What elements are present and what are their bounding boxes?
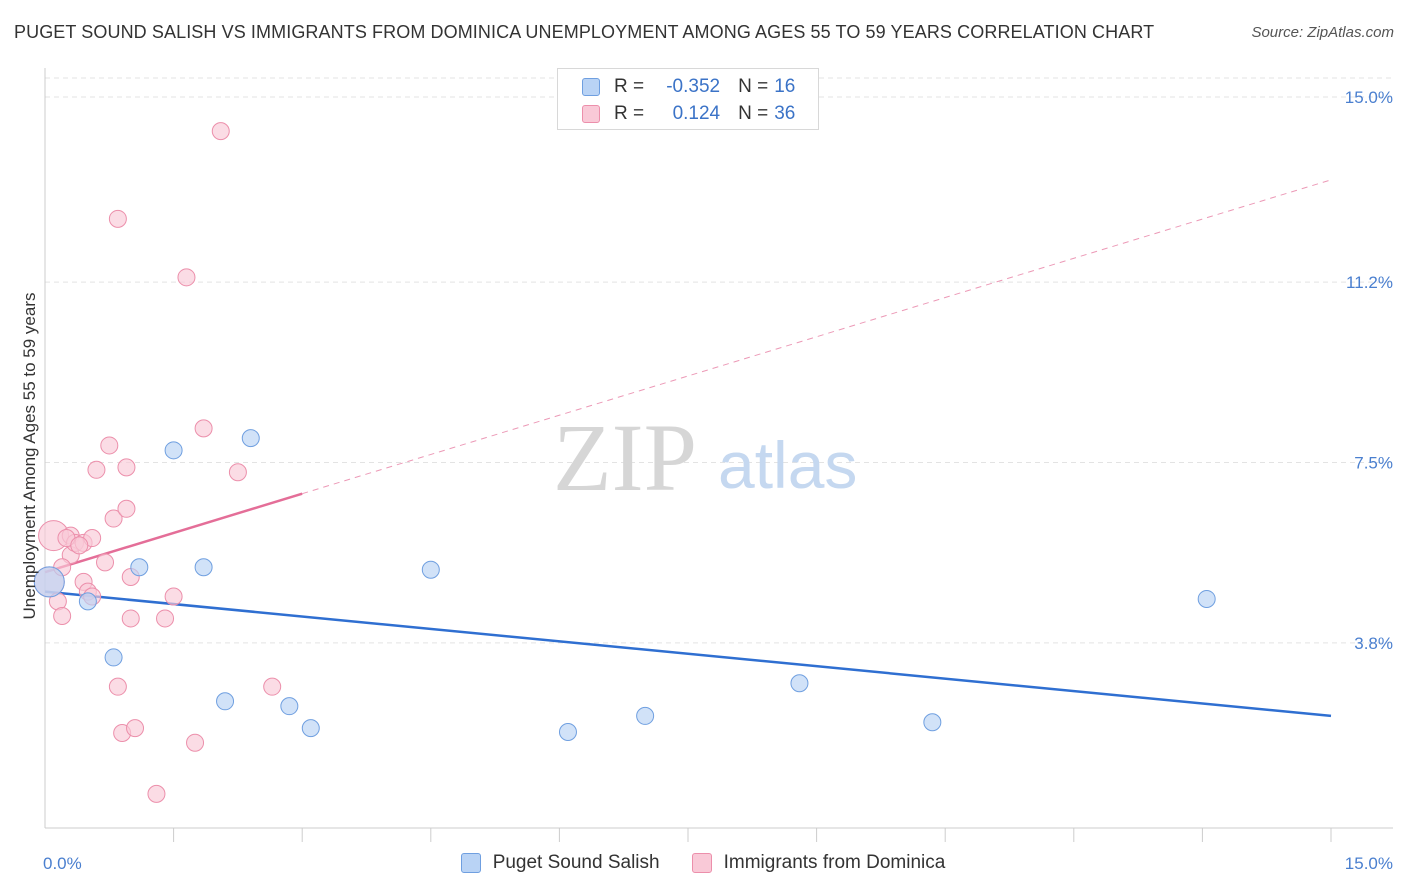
data-point-salish [421, 560, 440, 579]
data-point-salish [1197, 589, 1216, 608]
data-point-salish [923, 713, 942, 732]
legend-r-value-salish: -0.352 [666, 76, 721, 97]
series-legend-label-dominica: Immigrants from Dominica [723, 852, 946, 873]
data-point-dominica [108, 209, 127, 228]
y-tick-label: 7.5% [1354, 454, 1393, 473]
legend-n-value-salish: 16 [774, 76, 796, 97]
watermark: ZIP atlas [553, 404, 857, 511]
series-legend-label-salish: Puget Sound Salish [492, 852, 660, 873]
data-point-dominica [164, 587, 183, 606]
data-point-dominica [228, 463, 247, 482]
legend-row-dominica: R = 0.124 N = 36 [582, 102, 795, 126]
data-point-salish [790, 674, 809, 693]
data-point-dominica [121, 609, 140, 628]
data-point-salish [164, 441, 183, 460]
trend-line-blue [44, 590, 1332, 718]
data-point-salish [33, 566, 65, 598]
data-point-dominica [117, 499, 136, 518]
grid-layer [45, 77, 1393, 644]
data-point-salish [104, 648, 123, 667]
data-point-dominica [87, 460, 106, 479]
points-layer [33, 122, 1216, 803]
data-point-dominica [147, 784, 166, 803]
source-label: Source: ZipAtlas.com [1251, 24, 1394, 41]
series-legend-item-salish[interactable]: Puget Sound Salish [460, 852, 660, 874]
data-point-dominica [100, 436, 119, 455]
legend-r-key: R = [614, 103, 645, 124]
y-tick-label: 11.2% [1346, 273, 1393, 292]
data-point-dominica [263, 677, 282, 696]
y-tick-label: 15.0% [1345, 88, 1393, 107]
y-tick-label: 3.8% [1354, 634, 1393, 653]
data-point-dominica [117, 458, 136, 477]
data-point-salish [280, 697, 299, 716]
series-legend-item-dominica[interactable]: Immigrants from Dominica [691, 852, 946, 874]
legend-row-salish: R = -0.352 N = 16 [582, 75, 795, 99]
data-point-salish [130, 558, 149, 577]
x-tick-label: 0.0% [43, 854, 82, 873]
data-point-salish [194, 558, 213, 577]
data-point-salish [241, 429, 260, 448]
legend-n-value-dominica: 36 [774, 103, 796, 124]
chart-title: PUGET SOUND SALISH VS IMMIGRANTS FROM DO… [14, 22, 1155, 42]
series-legend: Puget Sound Salish Immigrants from Domin… [0, 852, 1406, 874]
series-legend-swatch-dominica [691, 853, 712, 873]
data-point-salish [78, 592, 97, 611]
data-point-dominica [177, 268, 196, 287]
data-point-dominica [186, 733, 205, 752]
correlation-legend: R = -0.352 N = 16 R = 0.124 N = 36 [557, 68, 819, 130]
data-point-dominica [211, 122, 230, 141]
label-layer: 3.8% 7.5% 11.2% 15.0% 0.0% 15.0% [43, 88, 1393, 873]
data-point-dominica [108, 677, 127, 696]
axis-layer [44, 68, 1393, 842]
data-point-salish [558, 722, 577, 741]
y-axis-title: Unemployment Among Ages 55 to 59 years [20, 293, 39, 620]
data-point-dominica [194, 419, 213, 438]
data-point-dominica [96, 553, 115, 572]
data-point-salish [636, 706, 655, 725]
data-point-dominica [126, 719, 145, 738]
data-point-dominica [156, 609, 175, 628]
watermark-atlas: atlas [718, 428, 857, 502]
data-point-salish [216, 692, 235, 711]
trend-layer [44, 179, 1332, 718]
trend-line-pink [44, 492, 303, 574]
data-point-dominica [70, 536, 89, 555]
watermark-zip: ZIP [553, 404, 697, 511]
legend-n-key: N = [738, 76, 769, 97]
legend-r-key: R = [614, 76, 645, 97]
data-point-salish [301, 719, 320, 738]
legend-r-value-dominica: 0.124 [672, 103, 721, 124]
data-point-dominica [104, 509, 123, 528]
legend-swatch-salish [582, 78, 600, 96]
legend-swatch-dominica [582, 105, 600, 123]
x-tick-label: 15.0% [1345, 854, 1393, 873]
legend-n-key: N = [738, 103, 769, 124]
series-legend-swatch-salish [460, 853, 481, 873]
data-point-dominica [53, 607, 72, 626]
trend-line-extension-pink [302, 179, 1332, 495]
